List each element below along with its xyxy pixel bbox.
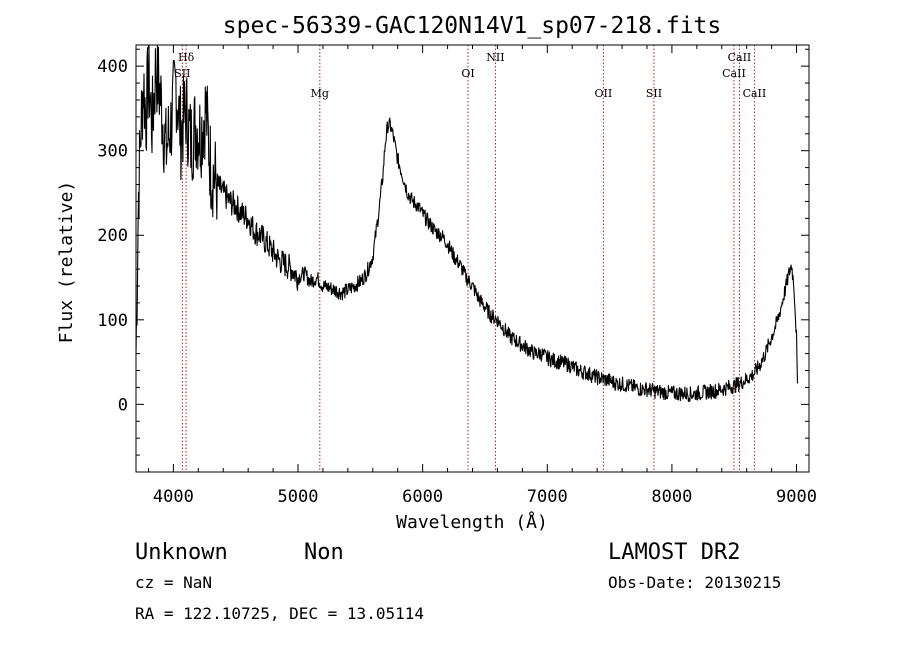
x-axis-ticks: 4000 5000 6000 7000 8000 9000 — [147, 45, 817, 507]
chart-title: spec-56339-GAC120N14V1_sp07-218.fits — [223, 13, 722, 39]
spectral-line-label: CaII — [722, 67, 746, 80]
obs-date-label: Obs-Date: 20130215 — [608, 573, 781, 592]
y-tick-label: 200 — [97, 226, 128, 246]
y-tick-label: 300 — [97, 142, 128, 162]
spectral-line-label: Mg — [311, 87, 329, 100]
spectral-line-markers: Hδ SII Mg OI NII OII SII CaII CaII CaII — [174, 45, 766, 472]
y-axis-ticks: 0 100 200 300 400 — [97, 48, 809, 456]
spectral-line-label: Hδ — [178, 51, 195, 64]
survey-label: LAMOST DR2 — [608, 540, 740, 565]
y-tick-label: 100 — [97, 311, 128, 331]
spectral-line-label: CaII — [728, 51, 752, 64]
x-tick-label: 4000 — [153, 487, 194, 507]
spectrum-line — [135, 44, 799, 402]
cz-label: cz = NaN — [135, 573, 212, 592]
class-label: Unknown — [135, 540, 228, 565]
y-axis-label: Flux (relative) — [56, 181, 77, 344]
y-tick-label: 0 — [118, 395, 128, 415]
spectral-line-label: SII — [174, 67, 190, 80]
x-tick-label: 9000 — [776, 487, 817, 507]
plot-frame — [135, 44, 810, 473]
x-tick-label: 6000 — [402, 487, 443, 507]
spectral-line-label: NII — [486, 51, 504, 64]
y-tick-label: 400 — [97, 57, 128, 77]
x-tick-label: 5000 — [278, 487, 319, 507]
spectral-line-label: OII — [595, 87, 613, 100]
x-tick-label: 8000 — [651, 487, 692, 507]
x-tick-label: 7000 — [527, 487, 568, 507]
spectral-line-label: SII — [646, 87, 662, 100]
coords-label: RA = 122.10725, DEC = 13.05114 — [135, 604, 424, 623]
x-axis-label: Wavelength (Å) — [396, 511, 548, 533]
spectral-line-label: CaII — [743, 87, 767, 100]
subclass-label: Non — [304, 540, 344, 565]
spectral-line-label: OI — [461, 67, 474, 80]
